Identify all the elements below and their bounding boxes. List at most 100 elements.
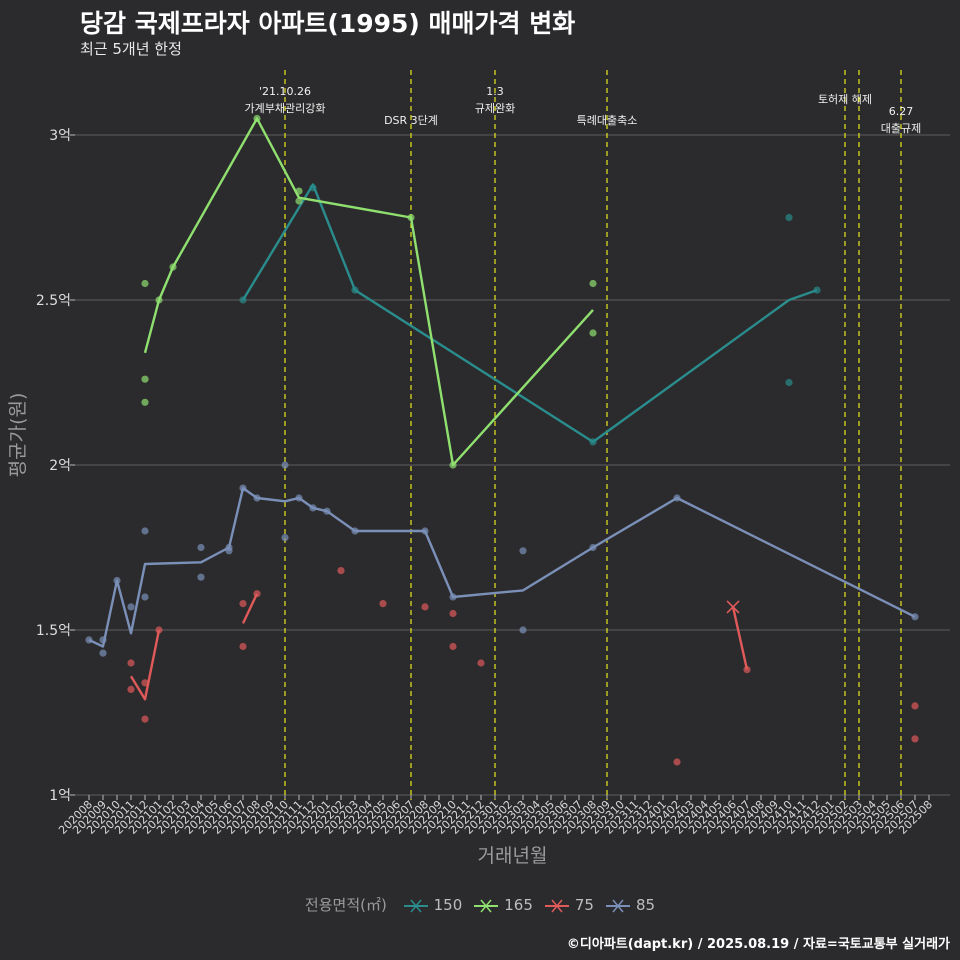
- legend-item-75: 75: [544, 896, 594, 914]
- series-85-point: [281, 534, 289, 542]
- series-150-point: [309, 184, 317, 192]
- series-75-point: [449, 609, 457, 618]
- series-85-point: [85, 636, 93, 644]
- series-165-point: [295, 187, 303, 195]
- series-75-cross-point: [726, 600, 740, 614]
- series-150-point: [785, 213, 793, 222]
- policy-event-label: 규제완화: [475, 102, 515, 115]
- series-165-point: [141, 375, 149, 383]
- series-85-point: [589, 543, 597, 552]
- legend-item-165: 165: [474, 896, 533, 914]
- series-85-point: [323, 507, 331, 515]
- series-75-point: [155, 626, 163, 634]
- legend: 전용면적(㎡) 150 165 75 85: [0, 894, 960, 915]
- series-75-point: [449, 642, 457, 651]
- policy-event-label: DSR 3단계: [384, 114, 438, 127]
- series-75-point: [911, 702, 919, 710]
- series-150-point: [351, 286, 359, 294]
- series-85-point: [519, 626, 527, 634]
- series-75-line: [241, 593, 259, 624]
- series-165-point: [141, 398, 149, 406]
- series-165-point: [141, 279, 149, 288]
- series-165-point: [407, 213, 415, 222]
- series-85-point: [99, 636, 107, 644]
- series-165-point: [295, 197, 303, 205]
- series-75-point: [141, 715, 149, 723]
- y-tick-label: 2억: [49, 458, 71, 474]
- series-75-point: [239, 600, 247, 608]
- legend-label: 75: [574, 896, 594, 914]
- y-tick-label: 3억: [49, 128, 71, 144]
- series-85-point: [99, 649, 107, 657]
- y-tick-label: 2.5억: [36, 293, 71, 309]
- series-85-line: [88, 486, 916, 648]
- legend-item-150: 150: [403, 896, 463, 914]
- legend-swatch: [474, 899, 499, 912]
- series-85-point: [281, 461, 289, 469]
- series-85-point: [449, 593, 457, 601]
- series-165-point: [155, 296, 163, 304]
- series-85-point: [197, 543, 205, 552]
- legend-item-85: 85: [605, 896, 656, 914]
- series-85-point: [351, 527, 359, 535]
- policy-event-label: 6.27: [889, 105, 914, 118]
- series-75-line: [731, 606, 749, 670]
- series-75-point: [141, 679, 149, 687]
- x-axis-title: 거래년월: [478, 845, 548, 867]
- series-165-point: [449, 461, 457, 469]
- series-75-line: [129, 629, 161, 701]
- series-85-point: [113, 576, 121, 585]
- legend-label: 150: [433, 896, 463, 914]
- legend-swatch: [403, 899, 428, 912]
- series-85-point: [911, 613, 919, 621]
- y-tick-label: 1.5억: [36, 623, 71, 639]
- series-75-point: [477, 659, 485, 667]
- series-75-point: [127, 685, 135, 694]
- series-75-point: [337, 567, 345, 575]
- series-75-point: [743, 666, 751, 674]
- series-85-point: [519, 547, 527, 555]
- series-150-point: [589, 438, 597, 446]
- series-75-point: [421, 603, 429, 611]
- series-75-point: [127, 659, 135, 667]
- series-165-point: [169, 263, 177, 271]
- series-75-point: [911, 735, 919, 743]
- policy-event-label: 1.3: [486, 85, 504, 98]
- series-85-point: [673, 494, 681, 502]
- policy-event-label: 가계부채관리강화: [245, 102, 326, 115]
- series-150-point: [239, 296, 247, 304]
- legend-title: 전용면적(㎡): [304, 896, 387, 914]
- series-75-point: [379, 600, 387, 608]
- legend-label: 165: [504, 896, 533, 914]
- series-85-point: [225, 547, 233, 555]
- chart-title: 당감 국제프라자 아파트(1995) 매매가격 변화: [80, 9, 576, 38]
- series-150-line: [241, 183, 818, 444]
- series-75-point: [253, 590, 261, 598]
- series-85-point: [309, 504, 317, 512]
- policy-event-label: 특례대출축소: [577, 114, 638, 127]
- series-85-point: [127, 603, 135, 611]
- series-165-point: [253, 114, 261, 123]
- y-axis-title: 평균가(원): [7, 393, 29, 478]
- series-75-point: [239, 642, 247, 651]
- policy-event-label: '21.10.26: [259, 85, 311, 98]
- series-85-point: [253, 494, 261, 502]
- policy-event-label: 토허제 해제: [818, 92, 872, 106]
- legend-swatch: [544, 899, 569, 912]
- series-85-point: [197, 573, 205, 581]
- series-85-point: [141, 593, 149, 601]
- series-85-point: [141, 527, 149, 535]
- chart-subtitle: 최근 5개년 한정: [80, 40, 182, 58]
- policy-event-label: 대출규제: [881, 122, 921, 135]
- source-caption: ©디아파트(dapt.kr) / 2025.08.19 / 자료=국토교통부 실…: [566, 937, 950, 952]
- series-150-point: [813, 286, 821, 294]
- series-85-point: [295, 494, 303, 502]
- series-165-line: [143, 117, 594, 467]
- series-165-point: [589, 329, 597, 337]
- series-150-point: [785, 378, 793, 387]
- series-85-point: [239, 484, 247, 492]
- series-85-point: [421, 527, 429, 535]
- y-tick-label: 1억: [49, 788, 71, 804]
- legend-label: 85: [635, 896, 656, 914]
- series-165-point: [589, 279, 597, 288]
